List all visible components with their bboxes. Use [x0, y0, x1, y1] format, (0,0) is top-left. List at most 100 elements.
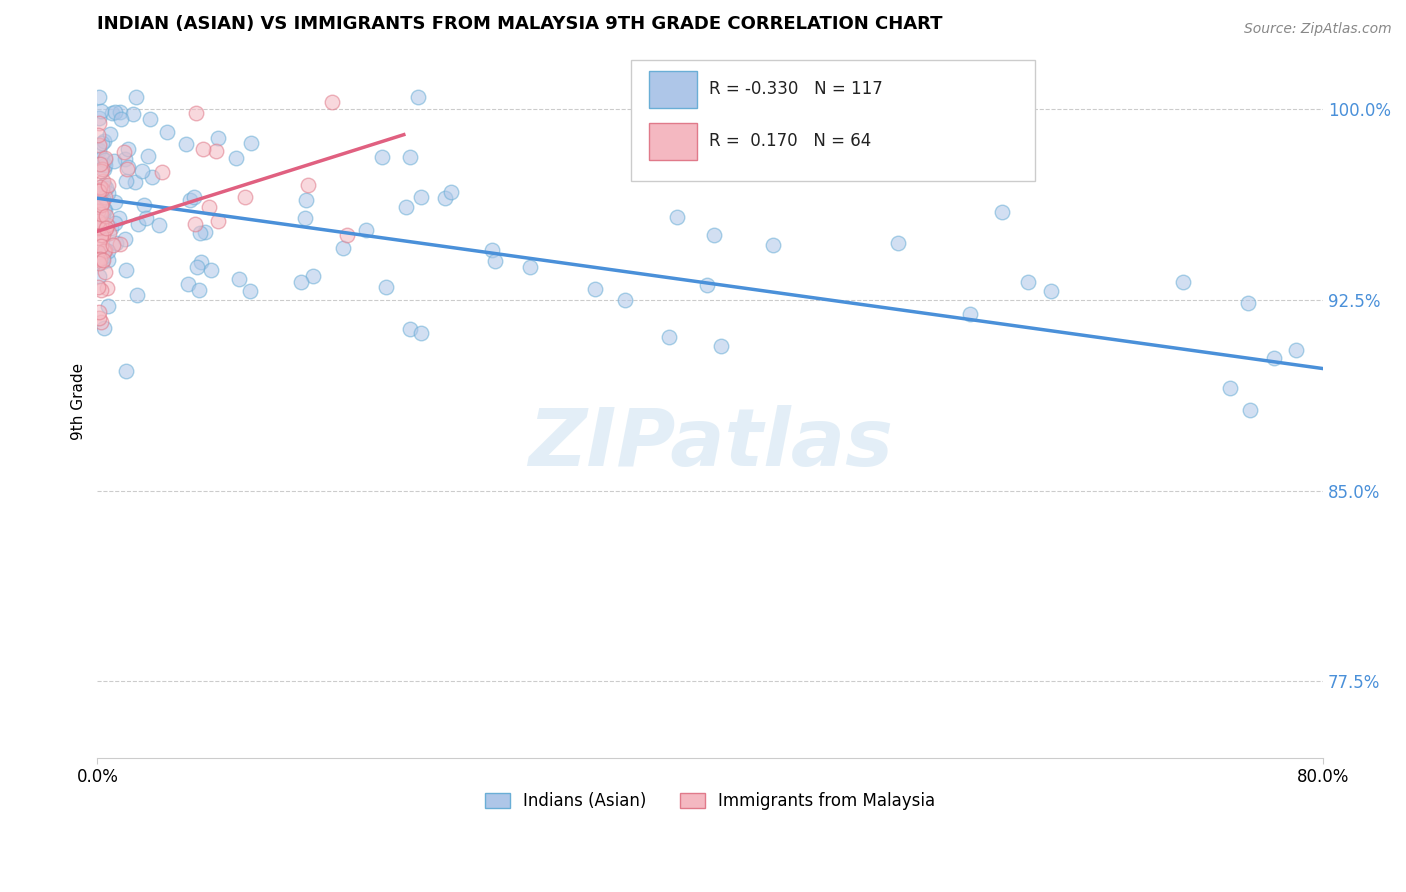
Point [127, 288, 149, 302]
Point [86, 222, 108, 236]
Point [114, 153, 136, 167]
Point [115, 263, 138, 277]
Point [86, 280, 108, 294]
Point [86, 252, 108, 267]
Point [184, 218, 207, 232]
Point [1017, 276, 1039, 290]
Point [87, 138, 110, 153]
Point [886, 235, 908, 250]
Point [97, 178, 120, 193]
Point [150, 165, 173, 179]
Point [117, 142, 139, 156]
Point [207, 130, 229, 145]
Point [141, 169, 163, 184]
Point [90, 314, 112, 328]
Point [89, 157, 111, 171]
Point [371, 150, 394, 164]
Point [354, 222, 377, 236]
Text: ZIPatlas: ZIPatlas [527, 405, 893, 483]
Point [91, 250, 114, 264]
Point [302, 268, 325, 283]
Point [114, 364, 136, 378]
Point [86, 221, 108, 235]
Point [114, 231, 136, 245]
Point [481, 244, 503, 258]
Point [90, 198, 112, 212]
Point [93, 202, 115, 217]
Point [762, 238, 785, 252]
Point [198, 200, 221, 214]
Point [148, 219, 170, 233]
Point [94, 190, 117, 204]
Point [184, 105, 207, 120]
Point [91, 228, 114, 243]
Point [127, 217, 149, 231]
Point [240, 136, 263, 150]
Point [89, 143, 111, 157]
Point [87, 247, 110, 261]
Text: Source: ZipAtlas.com: Source: ZipAtlas.com [1244, 22, 1392, 37]
Point [1218, 381, 1240, 395]
Point [93, 244, 115, 258]
Point [399, 322, 422, 336]
Point [87, 269, 110, 284]
Point [100, 106, 122, 120]
Point [295, 194, 318, 208]
Point [332, 241, 354, 255]
Point [89, 194, 111, 208]
Point [207, 214, 229, 228]
Point [409, 189, 432, 203]
Point [104, 216, 127, 230]
Point [93, 153, 115, 167]
Point [104, 194, 127, 209]
Point [91, 255, 114, 269]
Point [87, 184, 110, 198]
Point [233, 190, 256, 204]
Point [710, 339, 733, 353]
Point [121, 107, 143, 121]
Point [959, 307, 981, 321]
Point [200, 263, 222, 277]
Point [90, 151, 112, 165]
Point [89, 103, 111, 118]
Point [101, 238, 124, 252]
Point [98, 127, 121, 141]
Point [90, 207, 112, 221]
Point [1285, 343, 1308, 358]
Point [89, 205, 111, 219]
Point [297, 178, 319, 193]
Point [89, 116, 111, 130]
Text: R =  0.170   N = 64: R = 0.170 N = 64 [709, 132, 872, 150]
Point [112, 145, 135, 159]
Point [90, 228, 112, 243]
Point [131, 164, 153, 178]
Point [90, 232, 112, 246]
Point [90, 218, 112, 232]
Point [90, 186, 112, 201]
Point [93, 244, 115, 259]
FancyBboxPatch shape [650, 70, 697, 108]
Point [179, 193, 201, 207]
Point [1263, 351, 1285, 366]
Point [100, 220, 122, 235]
Point [93, 202, 115, 217]
Point [87, 204, 110, 219]
Point [91, 162, 114, 177]
Point [87, 219, 110, 233]
Point [225, 151, 247, 165]
Point [204, 144, 226, 158]
Point [115, 161, 138, 176]
Point [97, 186, 120, 201]
Point [321, 95, 343, 109]
Point [94, 158, 117, 172]
Point [93, 161, 115, 176]
Point [97, 226, 120, 240]
Y-axis label: 9th Grade: 9th Grade [72, 363, 86, 441]
Point [156, 125, 179, 139]
Point [89, 180, 111, 194]
Point [136, 149, 159, 163]
Point [86, 252, 108, 267]
Legend: Indians (Asian), Immigrants from Malaysia: Indians (Asian), Immigrants from Malaysi… [478, 786, 942, 817]
Point [696, 278, 718, 293]
Point [336, 227, 359, 242]
